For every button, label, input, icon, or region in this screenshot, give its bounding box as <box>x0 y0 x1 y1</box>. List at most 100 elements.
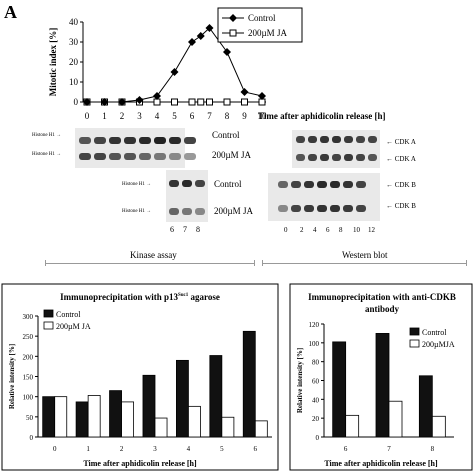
data-point-ja <box>241 98 248 106</box>
y-tick-label: 40 <box>69 17 79 27</box>
y-axis-title: Mitotic index [%] <box>48 28 58 96</box>
y-tick-label: 0 <box>74 97 79 107</box>
bar-ja <box>188 405 201 438</box>
x-tick-label: 2 <box>120 111 125 121</box>
x-axis-title: Time after aphidicolin release [h] <box>324 459 438 468</box>
kinase-bracket-right <box>254 260 255 266</box>
y-tick-label: 20 <box>312 415 320 423</box>
y-tick-label: 0 <box>30 434 34 442</box>
kinase-lane-7: 7 <box>183 225 187 234</box>
bar-ja <box>254 420 268 438</box>
x-tick-label: 6 <box>344 445 348 453</box>
bar-control <box>109 390 122 438</box>
y-tick-label: 150 <box>23 374 34 382</box>
western-blot-cdka <box>292 130 380 168</box>
western-blot-label: Western blot <box>342 250 388 260</box>
western-lane-label: 8 <box>339 226 343 234</box>
legend-marker-control <box>229 14 237 22</box>
data-point-control <box>83 98 91 106</box>
x-tick-label: 7 <box>207 111 212 121</box>
western-blot-cdkb <box>268 173 380 221</box>
data-point-control <box>205 24 214 32</box>
x-tick-label: 8 <box>431 445 435 453</box>
data-point-control <box>196 32 205 40</box>
western-lane-label: 10 <box>353 226 360 234</box>
western-bracket-right <box>466 260 467 266</box>
kinase-bottom-ja-label: 200µM JA <box>214 206 253 216</box>
data-point-control <box>100 98 109 106</box>
kinase-top-ja-label: 200µM JA <box>212 150 251 160</box>
legend-label-control: Control <box>248 13 276 23</box>
bar-control <box>42 396 56 438</box>
data-point-ja <box>206 98 213 106</box>
data-point-control <box>118 98 126 106</box>
western-blot-bracket <box>262 263 467 264</box>
bar-ja <box>388 400 403 438</box>
data-point-ja <box>171 98 178 106</box>
kinase-blot-bottom <box>166 170 208 222</box>
histone-label-1: Histone H1 → <box>32 133 62 138</box>
x-tick-label: 9 <box>242 111 247 121</box>
cdkb-immunoprecipitation-chart: 0 20 40 60 80 100 120 6 7 8 Relative intensity [%]… <box>289 283 473 471</box>
data-point-control <box>258 92 266 100</box>
y-tick-label: 50 <box>26 414 34 422</box>
y-tick-label: 100 <box>309 340 320 348</box>
y-tick-label: 250 <box>23 333 34 341</box>
kinase-assay-label: Kinase assay <box>130 250 177 260</box>
bar-control <box>332 341 347 438</box>
data-point-ja <box>197 98 205 106</box>
data-point-control <box>153 92 161 100</box>
data-point-control <box>223 48 231 56</box>
x-tick-label: 0 <box>53 445 57 453</box>
bar-ja <box>431 415 446 438</box>
legend-label-ja: 200µM JA <box>56 322 91 331</box>
kinase-lane-6: 6 <box>170 225 174 234</box>
y-tick-label: 120 <box>309 321 320 329</box>
data-point-ja <box>223 98 231 106</box>
mitotic-index-chart: 0 10 20 30 40 0 1 2 3 4 5 6 7 8 9 10 Mitotic index [%] Ti… <box>48 7 386 121</box>
x-tick-label: 1 <box>86 445 90 453</box>
kinase-lane-8: 8 <box>196 225 200 234</box>
y-tick-label: 10 <box>69 77 79 87</box>
bar-ja <box>87 395 101 438</box>
y-tick-label: 40 <box>312 396 320 404</box>
cdkb-label-2: ← CDK B <box>386 202 416 210</box>
kinase-bracket-left <box>45 260 46 266</box>
x-tick-label: 6 <box>254 445 258 453</box>
western-bracket-left <box>262 260 263 266</box>
chart-title-line2: antibody <box>365 304 400 314</box>
histone-label-3: Histone H1 → <box>122 182 152 187</box>
x-tick-label: 2 <box>120 445 124 453</box>
bar-ja <box>54 396 68 438</box>
kinase-bottom-control-label: Control <box>214 179 242 189</box>
y-axis-title: Relative intensity [%] <box>8 344 16 409</box>
chart-title: Immunoprecipitation with anti-CDKB <box>308 292 456 302</box>
legend-swatch-ja <box>409 339 420 348</box>
data-point-control <box>188 38 196 46</box>
x-tick-label: 8 <box>225 111 230 121</box>
legend-marker-ja <box>229 29 237 37</box>
bar-ja <box>154 417 168 438</box>
x-tick-label: 0 <box>85 111 90 121</box>
legend-label-ja: 200µMJA <box>422 340 455 349</box>
cdka-label-1: ← CDK A <box>386 138 416 146</box>
y-tick-label: 0 <box>316 434 320 442</box>
legend-swatch-control <box>43 309 54 318</box>
legend-swatch-control <box>409 327 420 336</box>
panel-a-letter: A <box>4 2 17 22</box>
y-tick-label: 30 <box>69 37 79 47</box>
y-tick-label: 80 <box>312 359 320 367</box>
y-tick-label: 100 <box>23 394 34 402</box>
bar-ja <box>221 416 235 438</box>
x-tick-label: 4 <box>187 445 191 453</box>
bar-ja <box>345 414 360 438</box>
western-lane-label: 12 <box>368 226 375 234</box>
legend-label-control: Control <box>422 328 447 337</box>
histone-label-4: Histone H1 → <box>122 209 152 214</box>
bar-control <box>175 359 189 438</box>
chart-frame <box>1 283 279 471</box>
x-tick-label: 3 <box>153 445 157 453</box>
legend-label-ja: 200µM JA <box>248 28 287 38</box>
y-tick-label: 200 <box>23 353 34 361</box>
data-point-ja <box>188 98 196 106</box>
